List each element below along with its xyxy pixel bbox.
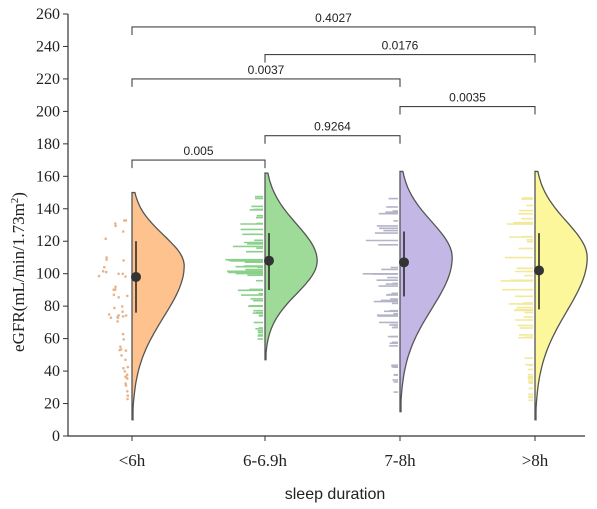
x-tick-label: <6h xyxy=(119,451,146,470)
plot-area: 0 20 40 60 80 100 120 140 160 180 200 220 240 260 <6h 6… xyxy=(36,6,588,470)
median-point xyxy=(534,265,544,276)
data-point xyxy=(104,270,108,274)
comparison-bracket xyxy=(264,54,536,63)
p-value-label: 0.0035 xyxy=(449,91,486,105)
y-tick-label: 100 xyxy=(36,266,60,283)
data-point xyxy=(114,222,117,225)
p-value-label: 0.4027 xyxy=(315,11,352,25)
y-tick-label: 60 xyxy=(44,331,60,348)
y-tick-label: 260 xyxy=(36,6,60,23)
violin-shape xyxy=(534,170,588,421)
p-value-label: 0.005 xyxy=(183,144,213,158)
median-point xyxy=(264,255,274,266)
data-point xyxy=(118,348,121,352)
y-tick-label: 240 xyxy=(36,38,60,55)
y-tick-label: 160 xyxy=(36,168,60,185)
data-point xyxy=(114,285,117,289)
data-point xyxy=(117,296,120,299)
data-point xyxy=(124,375,127,379)
y-tick-label: 120 xyxy=(36,233,60,250)
data-point xyxy=(124,349,128,352)
median-point xyxy=(131,271,141,282)
y-axis-title: eGFR(mL/min/1.73m2) xyxy=(9,192,28,352)
data-point xyxy=(124,314,128,317)
y-tick-label: 220 xyxy=(36,71,60,88)
data-point xyxy=(126,294,129,298)
data-point xyxy=(112,288,115,292)
x-tick-label: 6-6.9h xyxy=(243,451,287,470)
data-point xyxy=(120,305,124,308)
p-value-label: 0.0176 xyxy=(382,39,419,53)
data-point xyxy=(126,397,129,401)
data-point xyxy=(120,354,123,357)
data-point xyxy=(104,237,107,240)
data-point xyxy=(121,230,125,233)
data-point xyxy=(105,256,108,259)
data-point xyxy=(114,224,117,228)
y-tick-label: 200 xyxy=(36,103,60,120)
data-point xyxy=(123,219,126,222)
comparison-bracket xyxy=(131,78,401,87)
data-point xyxy=(125,373,129,377)
p-value-label: 0.9264 xyxy=(314,120,351,134)
y-tick-label: 140 xyxy=(36,201,60,218)
data-point xyxy=(113,306,116,310)
y-tick-label: 20 xyxy=(44,396,60,413)
data-point xyxy=(107,313,111,316)
comparison-bracket xyxy=(131,159,266,169)
data-point xyxy=(117,314,120,317)
data-point xyxy=(121,310,124,314)
p-value-label: 0.0037 xyxy=(248,63,285,77)
data-point xyxy=(122,366,125,370)
median-point xyxy=(399,257,409,268)
y-tick-label: 180 xyxy=(36,136,60,153)
data-point xyxy=(105,258,108,261)
data-point xyxy=(121,332,125,336)
x-axis-title: sleep duration xyxy=(285,486,386,503)
data-point xyxy=(122,338,125,341)
comparison-bracket xyxy=(399,105,536,115)
data-point xyxy=(124,275,127,278)
data-point xyxy=(119,345,122,349)
data-point xyxy=(121,272,124,276)
y-tick-label: 40 xyxy=(44,363,60,380)
data-point xyxy=(116,316,120,320)
data-point xyxy=(126,394,130,398)
data-point xyxy=(103,265,106,269)
violin-shape xyxy=(131,191,185,421)
data-point xyxy=(117,272,120,276)
data-point xyxy=(124,382,127,385)
data-point xyxy=(124,358,127,362)
comparison-bracket xyxy=(131,26,536,35)
x-tick-label: >8h xyxy=(522,451,549,470)
data-point xyxy=(116,320,119,323)
data-point xyxy=(126,390,129,393)
y-tick-label: 80 xyxy=(44,298,60,315)
data-point xyxy=(101,269,105,273)
x-tick-label: 7-8h xyxy=(384,451,416,470)
data-point xyxy=(121,315,125,318)
comparison-bracket xyxy=(264,135,401,144)
data-point xyxy=(109,316,113,320)
data-point xyxy=(123,370,127,373)
violin-shape xyxy=(264,172,318,361)
data-point xyxy=(97,274,101,278)
data-point xyxy=(122,259,125,262)
y-tick-label: 0 xyxy=(52,428,60,445)
violin-shape xyxy=(399,170,453,413)
data-point xyxy=(112,293,116,297)
data-point xyxy=(126,365,130,369)
